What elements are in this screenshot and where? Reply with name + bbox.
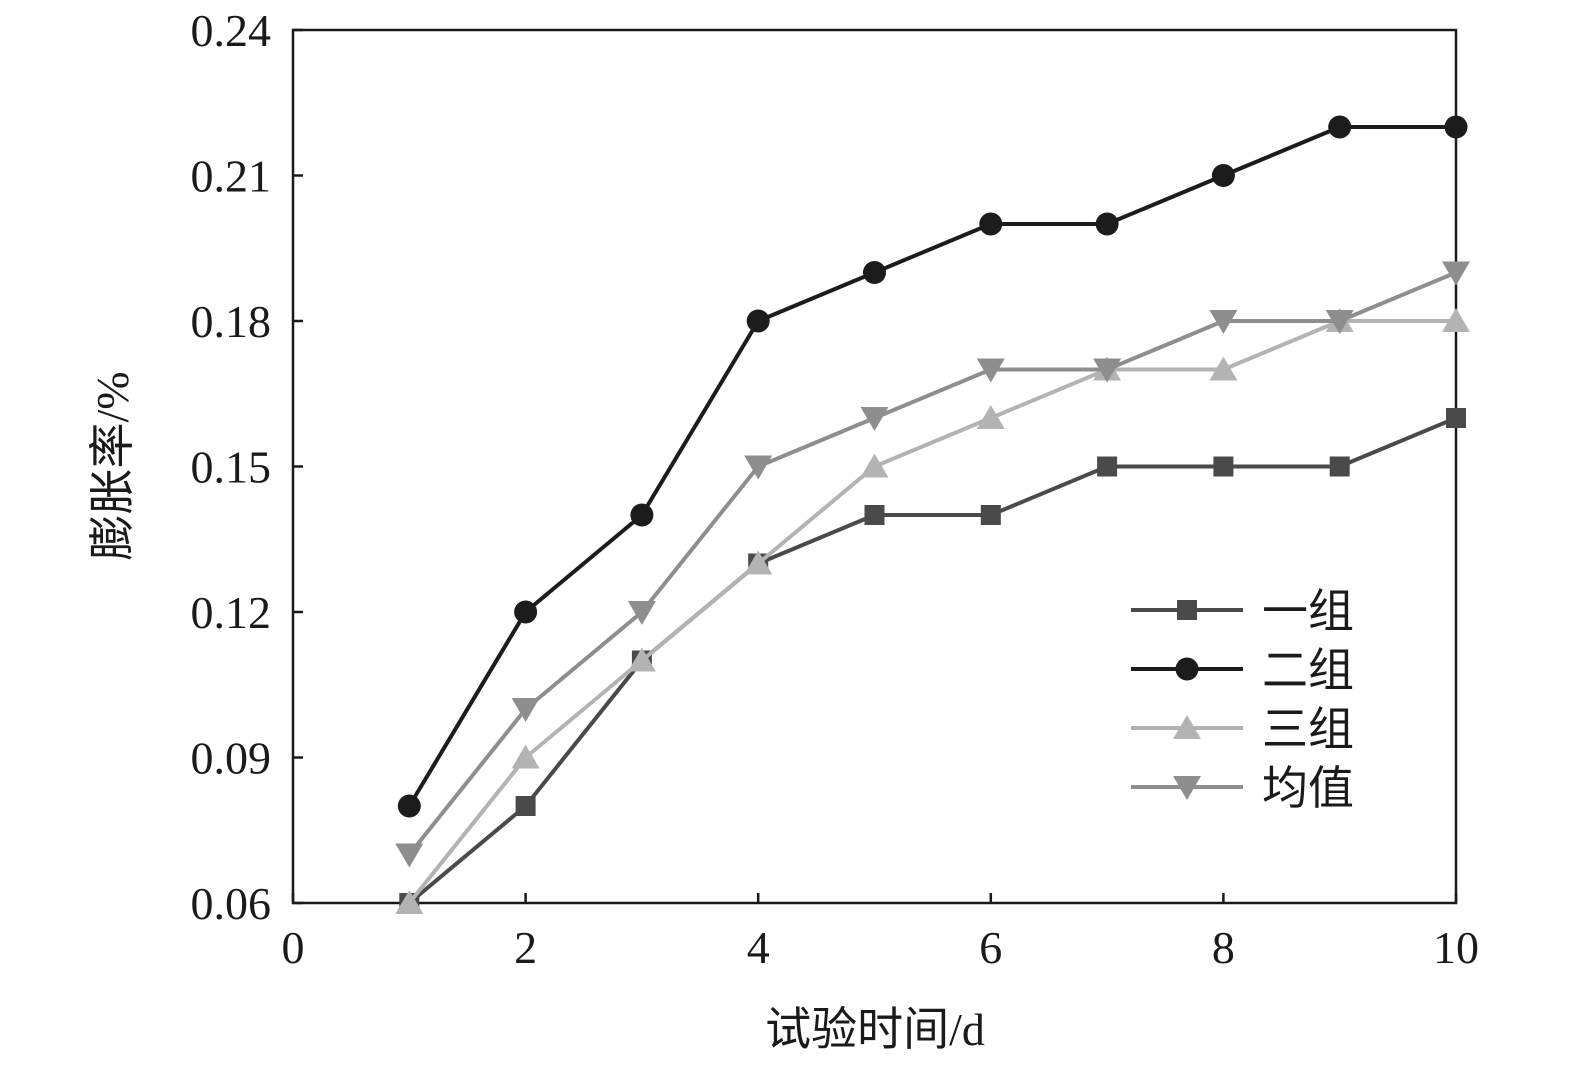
series-2 <box>397 115 1468 818</box>
triangle-up-marker <box>744 550 773 575</box>
legend-item: 二组 <box>1131 645 1354 696</box>
legend-label: 均值 <box>1262 763 1354 814</box>
legend-item: 均值 <box>1131 763 1354 814</box>
x-tick-label: 8 <box>1212 922 1235 973</box>
triangle-down-marker <box>1173 776 1201 800</box>
circle-marker <box>746 309 770 333</box>
circle-marker <box>1328 115 1352 139</box>
legend-item: 三组 <box>1131 704 1354 755</box>
circle-marker <box>397 794 421 818</box>
series-line <box>408 416 1457 905</box>
x-tick-label: 10 <box>1433 922 1479 973</box>
y-axis-label: 膨胀率/% <box>87 371 138 560</box>
triangle-up-marker <box>511 744 540 769</box>
circle-marker <box>514 600 538 624</box>
triangle-down-marker <box>395 843 424 868</box>
y-tick-label: 0.06 <box>191 878 272 929</box>
square-marker <box>864 505 885 525</box>
square-marker <box>1446 408 1466 428</box>
triangle-up-marker <box>1442 308 1470 332</box>
circle-marker <box>863 261 886 284</box>
triangle-up-marker <box>860 453 889 478</box>
circle-marker <box>1444 115 1468 139</box>
series-4 <box>395 261 1470 868</box>
circle-marker <box>979 212 1003 236</box>
triangle-up-marker <box>1173 715 1201 739</box>
square-marker <box>515 796 536 816</box>
x-tick-label: 6 <box>979 922 1002 973</box>
circle-marker <box>1095 212 1119 236</box>
legend-item: 一组 <box>1131 586 1354 637</box>
square-marker <box>1329 456 1350 477</box>
triangle-up-marker <box>976 405 1005 429</box>
series-line <box>407 125 1456 808</box>
series-line <box>407 270 1457 856</box>
x-axis-label: 试验时间/d <box>765 1004 985 1055</box>
square-marker <box>980 505 1001 525</box>
triangle-up-marker <box>1209 356 1238 381</box>
x-tick-label: 0 <box>282 922 305 973</box>
triangle-down-marker <box>860 407 889 431</box>
y-tick-label: 0.18 <box>191 296 272 347</box>
triangle-down-marker <box>511 698 540 722</box>
triangle-up-marker <box>627 647 656 672</box>
x-tick-label: 4 <box>747 922 770 973</box>
circle-marker <box>1175 657 1199 681</box>
triangle-down-marker <box>744 455 773 480</box>
legend-label: 二组 <box>1262 645 1354 696</box>
triangle-down-marker <box>1442 261 1470 286</box>
square-marker <box>1213 456 1234 477</box>
circle-marker <box>630 503 654 527</box>
square-marker <box>1177 600 1197 620</box>
x-tick-label: 2 <box>514 922 537 973</box>
y-tick-label: 0.09 <box>191 733 272 784</box>
circle-marker <box>1211 164 1235 187</box>
triangle-down-marker <box>1325 310 1354 334</box>
triangle-down-marker <box>976 358 1005 383</box>
y-tick-label: 0.21 <box>191 151 272 202</box>
y-tick-label: 0.12 <box>191 587 272 638</box>
y-tick-label: 0.15 <box>191 442 272 493</box>
triangle-up-marker <box>395 890 424 914</box>
triangle-down-marker <box>627 601 656 625</box>
y-tick-label: 0.24 <box>191 5 272 56</box>
triangle-down-marker <box>1093 358 1122 383</box>
triangle-down-marker <box>1209 310 1238 334</box>
legend-label: 一组 <box>1262 586 1354 637</box>
square-marker <box>1097 456 1118 477</box>
series-line <box>407 319 1456 905</box>
legend-label: 三组 <box>1262 704 1354 755</box>
